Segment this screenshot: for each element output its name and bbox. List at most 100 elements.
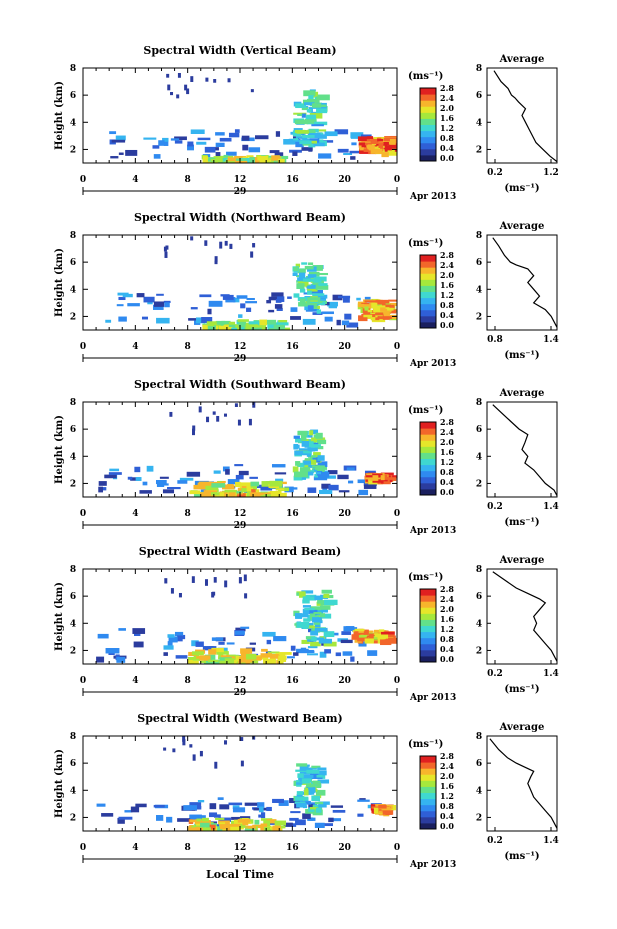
heatmap-cell: [98, 481, 107, 486]
heatmap-cell: [202, 156, 209, 160]
colorbar-swatch: [420, 100, 436, 107]
plot-frame: [82, 735, 398, 832]
heatmap-cell: [358, 489, 369, 496]
x-tick-label: 0: [80, 175, 86, 185]
heatmap-cell: [323, 641, 337, 647]
y-tick-label: 2: [70, 479, 76, 489]
heatmap-cell: [306, 114, 317, 120]
heatmap-cell: [328, 304, 338, 309]
heatmap-cell: [235, 474, 244, 480]
heatmap-cell: [342, 651, 353, 656]
heatmap-cell: [295, 263, 301, 268]
x-tick-label: 0: [80, 509, 86, 519]
heatmap-cell: [358, 635, 367, 638]
colorbar-swatch: [420, 440, 436, 447]
heatmap-cell: [231, 816, 243, 820]
heatmap-cell: [240, 648, 253, 654]
heatmap-cell: [295, 819, 306, 826]
x-tick-label: 0: [80, 342, 86, 352]
heatmap-cell: [182, 736, 186, 742]
heatmap-cell: [219, 241, 223, 249]
heatmap-cell: [389, 138, 396, 145]
heatmap-cell: [354, 628, 365, 632]
heatmap-cell: [367, 136, 374, 140]
heatmap-cell: [189, 814, 202, 820]
average-x-label: (ms⁻¹): [504, 517, 539, 528]
heatmap-cell: [359, 798, 366, 801]
heatmap-cell: [314, 446, 324, 450]
colorbar-swatch: [420, 434, 436, 441]
heatmap-cell: [357, 636, 369, 642]
heatmap-cell: [337, 148, 349, 153]
heatmap-cell: [169, 411, 173, 417]
heatmap-cell: [258, 806, 264, 813]
x-tick-label: 4: [132, 342, 138, 352]
colorbar-tick-label: 1.6: [440, 781, 454, 791]
heatmap-cell: [294, 801, 306, 804]
colorbar-frame: [419, 421, 437, 496]
heatmap-cell: [115, 135, 126, 141]
heatmap-cell: [153, 804, 165, 808]
heatmap-cell: [159, 483, 169, 486]
colorbar-frame: [419, 588, 437, 663]
x-tick-label: 20: [338, 509, 351, 519]
heatmap-cell: [307, 447, 318, 452]
average-y-tick-label: 8: [476, 231, 482, 241]
heatmap-cell: [222, 485, 235, 490]
colorbar-swatch: [420, 273, 436, 280]
heatmap-cell: [212, 411, 216, 415]
average-y-tick-label: 8: [476, 64, 482, 74]
heatmap-cell: [350, 135, 363, 139]
heatmap-cell: [308, 807, 315, 812]
heatmap-cell: [196, 818, 202, 822]
heatmap-cell: [312, 780, 318, 785]
heatmap-cell: [206, 416, 210, 423]
heatmap-cell: [238, 577, 242, 584]
heatmap-cell: [293, 435, 300, 439]
heatmap-cell: [363, 304, 375, 309]
heatmap-cell: [237, 419, 241, 426]
heatmap-cell: [293, 652, 299, 656]
heatmap-cell: [252, 402, 256, 408]
heatmap-cell: [302, 596, 317, 601]
heatmap-cell: [300, 435, 307, 441]
heatmap-cell: [191, 576, 195, 583]
average-y-tick-label: 4: [476, 285, 482, 295]
heatmap-cell: [271, 292, 284, 297]
heatmap-cell: [304, 102, 315, 106]
x-tick-label: 16: [286, 342, 299, 352]
heatmap-cell: [101, 487, 107, 491]
heatmap-cell: [371, 302, 378, 309]
panel-title: Spectral Width (Westward Beam): [137, 712, 342, 725]
heatmap-cell: [177, 480, 188, 484]
average-y-tick-label: 6: [476, 759, 482, 769]
average-y-tick-label: 2: [476, 646, 482, 656]
heatmap-cell: [315, 789, 326, 796]
heatmap-cell: [369, 633, 374, 639]
colorbar-swatch: [420, 124, 436, 132]
heatmap-cell: [293, 138, 299, 141]
heatmap-cell: [211, 637, 224, 641]
heatmap-cell: [168, 636, 178, 643]
panel-title: Spectral Width (Vertical Beam): [143, 44, 336, 57]
heatmap-cell: [205, 485, 219, 491]
heatmap-cell: [170, 588, 174, 594]
heatmap-cell: [263, 820, 271, 827]
heatmap-cell: [382, 810, 394, 815]
heatmap-cell: [227, 479, 240, 485]
x-tick-label: 16: [286, 509, 299, 519]
heatmap-cell: [167, 84, 171, 91]
heatmap-cell: [240, 626, 250, 629]
heatmap-cell: [313, 476, 328, 481]
heatmap-cell: [341, 320, 350, 326]
heatmap-cell: [358, 142, 366, 146]
heatmap-cell: [225, 159, 231, 163]
heatmap-cell: [308, 804, 313, 810]
heatmap-cell: [226, 151, 237, 156]
heatmap-cell: [268, 296, 283, 301]
heatmap-cell: [301, 136, 308, 140]
average-y-tick-label: 6: [476, 592, 482, 602]
colorbar-tick-label: 0.4: [440, 143, 454, 153]
heatmap-cell: [259, 159, 267, 163]
colorbar-tick-label: 0.4: [440, 477, 454, 487]
